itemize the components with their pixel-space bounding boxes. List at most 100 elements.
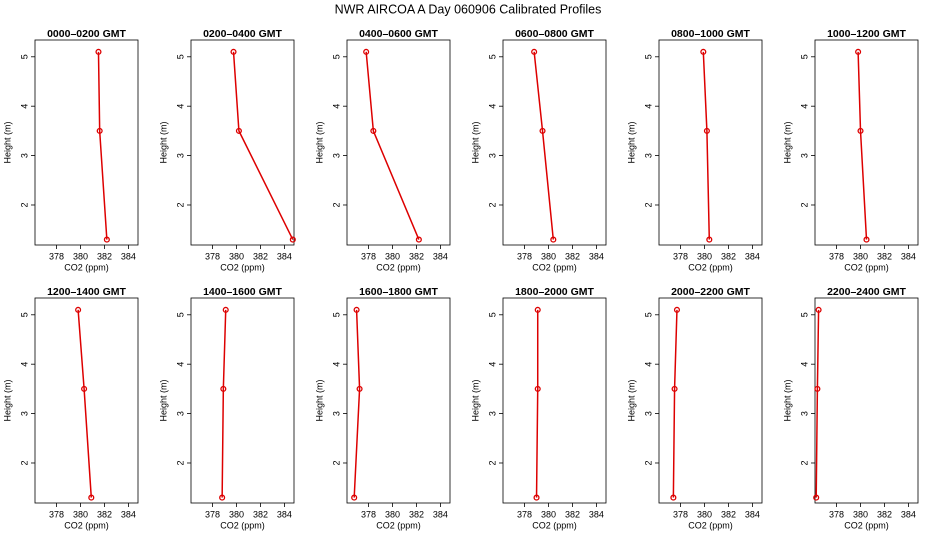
y-tick-label: 4 [643,104,653,109]
y-tick-label: 2 [19,460,29,465]
data-point [700,48,707,55]
y-tick-label: 4 [175,104,185,109]
y-tick-label: 5 [175,312,185,317]
plot-frame [502,39,607,246]
data-point [814,385,821,392]
data-point [671,385,678,392]
data-point [219,494,226,501]
plot-frame [814,39,919,246]
y-tick-label: 5 [19,312,29,317]
x-axis-label: CO2 (ppm) [220,520,265,530]
x-tick-label: 384 [121,251,136,261]
y-tick-label: 5 [19,54,29,59]
plot-frame [190,297,295,504]
plot-frame [658,297,763,504]
x-tick-label: 384 [589,251,604,261]
x-axis-label: CO2 (ppm) [688,520,733,530]
y-tick-label: 5 [643,54,653,59]
data-point [857,127,864,134]
x-tick-label: 378 [361,509,376,519]
data-point [813,494,820,501]
x-tick-label: 382 [97,509,112,519]
y-tick-label: 5 [487,312,497,317]
plot-frame [190,39,295,246]
y-axis-label: Height (m) [2,379,12,421]
x-tick-label: 384 [121,509,136,519]
x-tick-label: 380 [853,509,868,519]
y-tick-label: 3 [19,153,29,158]
data-point [863,236,870,243]
data-point [673,306,681,313]
data-point [351,494,358,501]
x-tick-label: 384 [277,251,292,261]
y-axis-label: Height (m) [314,121,324,163]
x-tick-label: 384 [901,509,916,519]
y-tick-label: 3 [175,153,185,158]
panel: 1200–1400 GMT 378 380 382 384 2 3 4 5 CO2 (ppm) He… [2,286,139,530]
y-tick-label: 5 [799,312,809,317]
x-tick-label: 384 [433,509,448,519]
x-tick-label: 384 [901,251,916,261]
x-tick-label: 380 [541,251,556,261]
y-axis-label: Height (m) [782,379,792,421]
y-tick-label: 2 [331,202,341,207]
x-tick-label: 382 [97,251,112,261]
x-tick-label: 384 [433,251,448,261]
x-tick-label: 382 [877,509,892,519]
data-point [353,306,360,313]
x-tick-label: 382 [721,509,736,519]
y-tick-label: 2 [643,202,653,207]
y-tick-label: 4 [19,104,29,109]
x-axis-label: CO2 (ppm) [376,262,421,272]
figure-title: NWR AIRCOA A Day 060906 Calibrated Profi… [335,2,602,16]
y-tick-label: 4 [487,362,497,367]
x-tick-label: 378 [205,509,220,519]
panel: 0800–1000 GMT 378 380 382 384 2 3 4 5 CO2 (ppm) He… [626,28,763,272]
y-tick-label: 2 [175,202,185,207]
y-tick-label: 2 [799,460,809,465]
panel: 1600–1800 GMT 378 380 382 384 2 3 4 5 CO2 (ppm) He… [314,286,451,530]
x-tick-label: 384 [745,251,760,261]
plot-frame [346,297,451,504]
data-point [370,127,377,134]
plot-frame [814,297,919,504]
y-tick-label: 3 [799,411,809,416]
data-point [855,48,862,55]
panel-title: 0400–0600 GMT [359,28,438,40]
panel-title: 0000–0200 GMT [47,28,126,40]
y-axis-label: Height (m) [470,121,480,163]
x-tick-label: 382 [565,251,580,261]
x-tick-label: 382 [877,251,892,261]
x-axis-label: CO2 (ppm) [64,262,109,272]
panel-title: 2200–2400 GMT [827,286,906,298]
data-point [815,306,822,313]
x-tick-label: 382 [253,251,268,261]
y-tick-label: 4 [175,362,185,367]
panel: 1800–2000 GMT 378 380 382 384 2 3 4 5 CO2 (ppm) He… [470,286,607,530]
x-tick-label: 380 [385,509,400,519]
data-point [356,385,363,392]
x-axis-label: CO2 (ppm) [688,262,733,272]
y-tick-label: 3 [487,153,497,158]
y-tick-label: 2 [175,460,185,465]
y-tick-label: 3 [331,153,341,158]
profile-line [353,309,361,498]
x-axis-label: CO2 (ppm) [844,262,889,272]
y-tick-label: 5 [175,54,185,59]
y-axis-label: Height (m) [2,121,12,163]
data-point [534,306,541,313]
y-axis-label: Height (m) [314,379,324,421]
y-tick-label: 4 [799,362,809,367]
x-axis-label: CO2 (ppm) [64,520,109,530]
profile-line [533,51,555,240]
y-axis-label: Height (m) [158,379,168,421]
panel-title: 1000–1200 GMT [827,28,906,40]
y-tick-label: 2 [331,460,341,465]
data-point [75,306,82,313]
data-point [230,48,237,55]
y-tick-label: 4 [19,362,29,367]
panel: 0400–0600 GMT 378 380 382 384 2 3 4 5 CO2 (ppm) He… [314,28,451,272]
data-point [95,48,102,55]
y-tick-label: 2 [643,460,653,465]
y-tick-label: 4 [799,104,809,109]
